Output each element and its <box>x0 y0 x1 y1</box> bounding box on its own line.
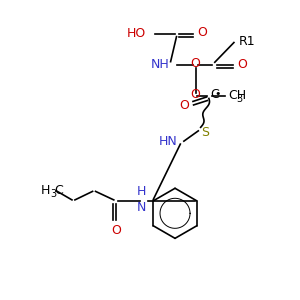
Text: O: O <box>197 26 207 39</box>
Text: HN: HN <box>158 135 177 148</box>
Text: O: O <box>179 99 189 112</box>
Text: H: H <box>136 185 146 198</box>
Text: O: O <box>237 58 247 71</box>
Text: •: • <box>214 89 221 99</box>
Text: H: H <box>40 184 50 197</box>
Text: O: O <box>191 88 201 100</box>
Text: C: C <box>210 88 218 101</box>
Text: R1: R1 <box>238 34 255 48</box>
Text: 3: 3 <box>236 94 242 104</box>
Text: N: N <box>136 201 146 214</box>
Text: O: O <box>191 57 201 70</box>
Text: 3: 3 <box>51 189 57 199</box>
Text: NH: NH <box>150 58 169 71</box>
Text: C: C <box>54 184 63 197</box>
Text: HO: HO <box>127 27 146 40</box>
Text: S: S <box>202 126 209 139</box>
Text: CH: CH <box>228 89 246 102</box>
Text: O: O <box>111 224 121 237</box>
